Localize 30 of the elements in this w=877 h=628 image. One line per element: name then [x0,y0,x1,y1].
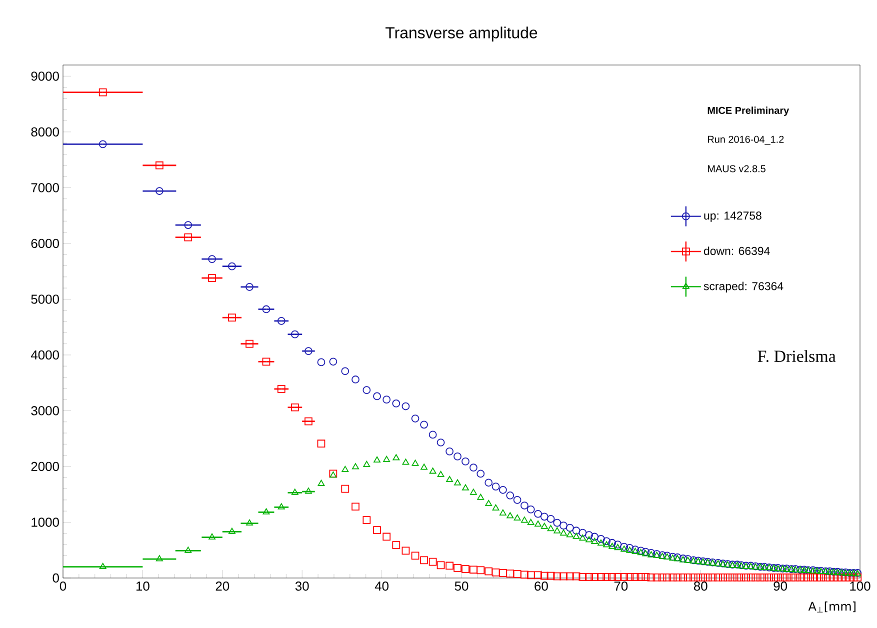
x-tick-label: 10 [136,582,150,591]
x-tick-label: 0 [60,582,66,591]
y-tick-label: 4000 [30,350,59,360]
y-tick-label: 0 [52,573,59,583]
x-tick-label: 50 [454,582,468,591]
x-tick-label: 20 [216,582,230,591]
x-tick-label: 60 [534,582,548,591]
y-tick-label: 7000 [31,183,59,192]
chart-title: Transverse amplitude [386,26,538,42]
y-tick-label: 3000 [31,406,59,416]
x-tick-label: 90 [774,582,788,591]
x-tick-label: 80 [694,582,708,591]
y-tick-label: 9000 [31,72,59,81]
y-tick-label: 8000 [31,127,59,136]
y-tick-label: 1000 [32,518,59,527]
annotation: MAUS v2.8.5 [708,165,766,172]
annotation: MICE Preliminary [708,106,790,116]
annotation: Run 2016-04_1.2 [708,136,784,145]
x-axis-title: A$_{⊥}$[mm] [808,602,856,612]
y-tick-label: 6000 [31,238,59,248]
legend-label: scraped: 76364 [704,282,784,292]
legend-label: up: 142758 [704,212,762,222]
y-tick-label: 2000 [31,462,59,472]
x-tick-label: 100 [850,582,870,591]
x-tick-label: 40 [374,582,389,591]
x-tick-label: 70 [614,582,628,591]
y-tick-label: 5000 [31,294,59,304]
legend-label: down: 66394 [704,246,770,256]
annotation: F. Drielsma [758,350,836,362]
x-tick-label: 30 [295,582,309,591]
